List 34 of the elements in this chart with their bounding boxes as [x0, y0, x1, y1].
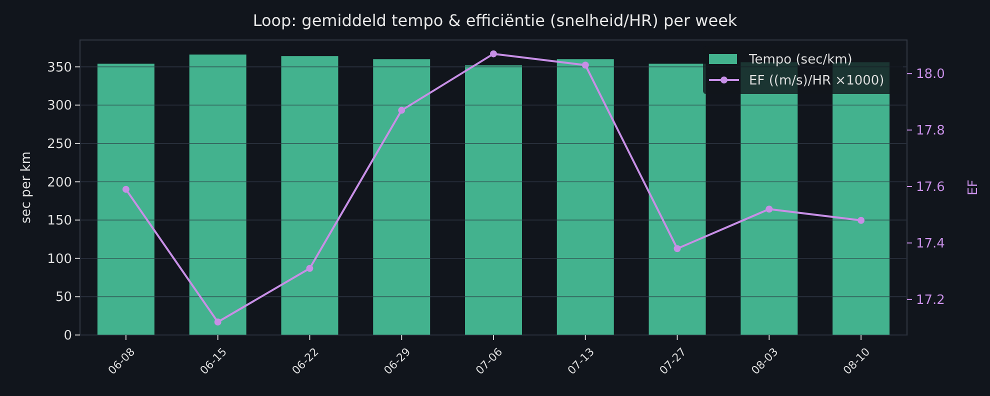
- y2-tick-label: 17.4: [916, 236, 945, 252]
- y-tick-label: 200: [47, 175, 72, 190]
- point: [858, 216, 865, 224]
- point: [122, 186, 130, 193]
- bar: [556, 59, 614, 335]
- bar: [97, 64, 154, 335]
- point: [490, 50, 497, 58]
- legend-label: EF ((m/s)/HR ×1000): [749, 74, 884, 89]
- y2-tick-label: 17.8: [916, 124, 945, 139]
- y-tick-label: 250: [47, 136, 72, 152]
- y-tick-label: 0: [64, 328, 72, 344]
- point: [766, 206, 773, 213]
- y2-tick-label: 17.6: [916, 180, 945, 196]
- point: [674, 245, 681, 252]
- y2-axis-title: EF: [966, 180, 981, 196]
- bar: [465, 65, 522, 335]
- bar: [189, 54, 246, 335]
- y-tick-label: 300: [47, 98, 72, 114]
- point: [306, 264, 314, 272]
- point: [582, 62, 589, 69]
- point: [214, 318, 222, 326]
- bar: [281, 56, 338, 335]
- bar: [648, 64, 706, 335]
- y-tick-label: 150: [47, 214, 72, 229]
- chart-title: Loop: gemiddeld tempo & efficiëntie (snelheid/HR) per week: [252, 11, 738, 30]
- point: [398, 106, 406, 114]
- y-tick-label: 50: [55, 290, 72, 306]
- y-tick-label: 350: [47, 60, 72, 76]
- bar: [373, 59, 430, 335]
- y2-tick-label: 18.0: [916, 67, 945, 82]
- y-tick-label: 100: [47, 252, 72, 267]
- y2-tick-label: 17.2: [916, 292, 945, 308]
- legend-label: Tempo (sec/km): [748, 52, 852, 68]
- y-axis-title: sec per km: [19, 152, 34, 224]
